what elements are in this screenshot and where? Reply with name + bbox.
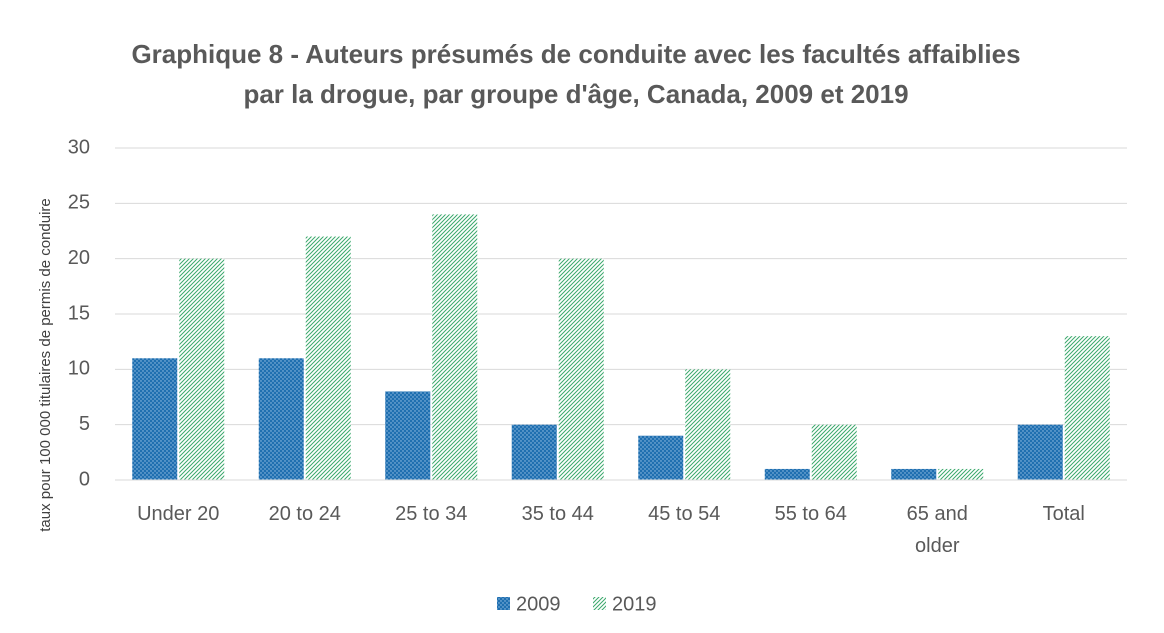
x-tick-label-box: 45 to 54 bbox=[648, 503, 721, 525]
x-tick-label: 55 to 64 bbox=[774, 503, 847, 525]
y-tick-label: 25 bbox=[68, 192, 90, 214]
bar bbox=[511, 424, 557, 480]
y-tick-label: 15 bbox=[68, 302, 90, 324]
bar bbox=[891, 468, 937, 480]
legend-label: 2019 bbox=[612, 593, 657, 615]
bar bbox=[385, 391, 431, 480]
x-tick-label-box: Total bbox=[1042, 503, 1085, 525]
y-tick-label: 5 bbox=[79, 413, 90, 435]
x-tick-label-box: 25 to 34 bbox=[395, 503, 468, 525]
bar bbox=[764, 468, 810, 480]
x-tick-label: Total bbox=[1042, 503, 1085, 525]
bar bbox=[1064, 336, 1110, 480]
x-tick-label: Under 20 bbox=[137, 503, 220, 525]
bar bbox=[685, 369, 731, 480]
chart-title: Graphique 8 - Auteurs présumés de condui… bbox=[131, 39, 1020, 69]
chart-title: par la drogue, par groupe d'âge, Canada,… bbox=[243, 79, 908, 109]
y-tick-label: 20 bbox=[68, 247, 90, 269]
x-tick-label-box: 65 and older bbox=[906, 503, 968, 557]
y-tick-label: 30 bbox=[68, 136, 90, 158]
x-tick-label-box: Under 20 bbox=[137, 503, 220, 525]
legend-swatch bbox=[497, 597, 510, 610]
legend-swatch bbox=[593, 597, 606, 610]
bar bbox=[638, 435, 684, 480]
x-tick-label-box: 20 to 24 bbox=[268, 503, 341, 525]
y-axis-label: taux pour 100 000 titulaires de permis d… bbox=[37, 198, 54, 532]
y-tick-label: 0 bbox=[79, 468, 90, 490]
x-tick-label: 65 and older bbox=[906, 503, 968, 557]
bar bbox=[258, 358, 304, 480]
bar bbox=[305, 236, 351, 480]
x-tick-label-box: 55 to 64 bbox=[774, 503, 847, 525]
y-tick-label: 10 bbox=[68, 358, 90, 380]
x-tick-label: 45 to 54 bbox=[648, 503, 721, 525]
bar bbox=[558, 258, 604, 480]
x-tick-label: 25 to 34 bbox=[395, 503, 468, 525]
bar bbox=[811, 424, 857, 480]
bar bbox=[938, 468, 984, 480]
x-tick-label-box: 35 to 44 bbox=[521, 503, 594, 525]
bar bbox=[1017, 424, 1063, 480]
x-tick-label: 20 to 24 bbox=[268, 503, 341, 525]
bar bbox=[179, 258, 225, 480]
bar bbox=[132, 358, 178, 480]
x-tick-label: 35 to 44 bbox=[521, 503, 594, 525]
legend-label: 2009 bbox=[516, 593, 561, 615]
bar bbox=[432, 214, 478, 480]
